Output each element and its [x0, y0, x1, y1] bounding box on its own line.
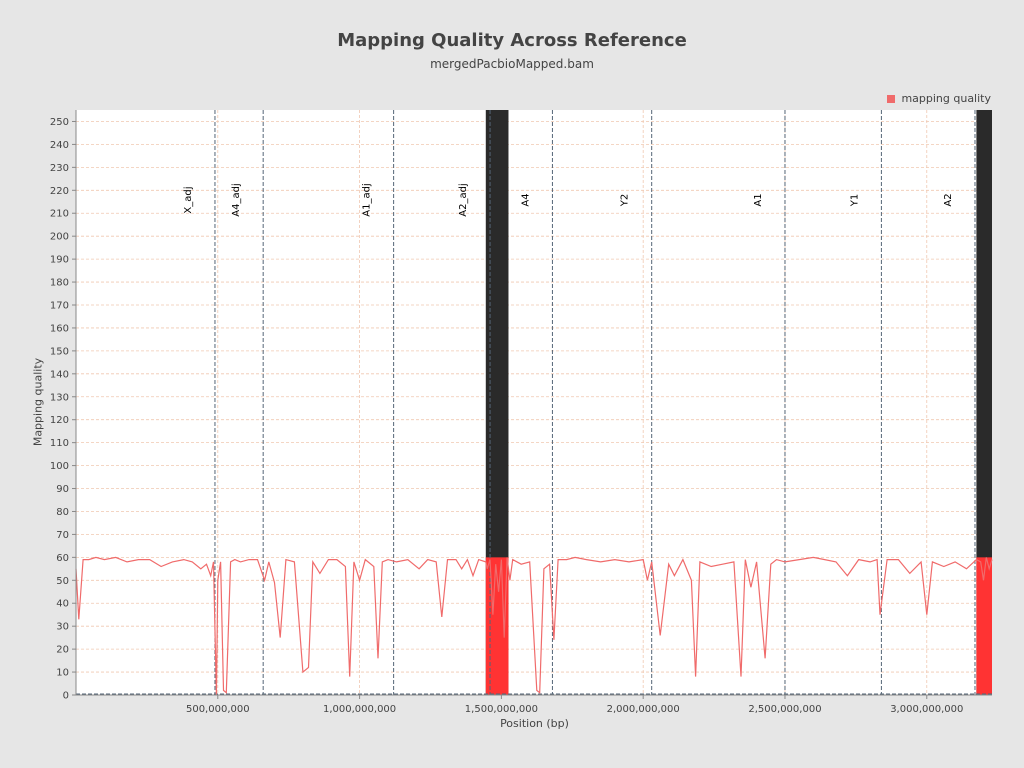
- x-tick-label: 2,500,000,000: [748, 704, 821, 715]
- boundary-label: A4: [520, 193, 531, 206]
- y-tick-label: 100: [50, 461, 69, 472]
- boundary-label: Y1: [849, 194, 860, 207]
- boundary-label: A1_adj: [362, 183, 373, 216]
- boundary-label: A2: [943, 193, 954, 206]
- chart-subtitle: mergedPacbioMapped.bam: [430, 57, 594, 71]
- dense-boundary-band: [976, 110, 992, 695]
- x-tick-label: 500,000,000: [186, 704, 250, 715]
- legend: mapping quality: [887, 92, 991, 105]
- y-tick-label: 240: [50, 140, 69, 151]
- y-tick-label: 130: [50, 392, 69, 403]
- y-tick-label: 220: [50, 186, 69, 197]
- y-tick-label: 60: [56, 553, 69, 564]
- boundary-label: X_adj: [183, 186, 194, 213]
- y-tick-label: 70: [56, 530, 69, 541]
- boundary-label: A1: [753, 193, 764, 206]
- y-tick-label: 160: [50, 323, 69, 334]
- y-tick-label: 210: [50, 209, 69, 220]
- dense-quality-fill: [976, 557, 992, 695]
- y-tick-label: 30: [56, 622, 69, 633]
- boundary-label: A2_adj: [458, 183, 469, 216]
- y-tick-label: 250: [50, 117, 69, 128]
- series-line-mapping-quality: [75, 556, 993, 696]
- legend-swatch: [887, 94, 896, 103]
- y-tick-label: 140: [50, 369, 69, 380]
- y-tick-label: 20: [56, 645, 69, 656]
- x-tick-label: 2,000,000,000: [607, 704, 680, 715]
- y-tick-label: 190: [50, 255, 69, 266]
- y-tick-label: 10: [56, 668, 69, 679]
- y-tick-label: 50: [56, 576, 69, 587]
- boundary-label: A4_adj: [231, 183, 242, 216]
- y-tick-label: 90: [56, 484, 69, 495]
- x-tick-label: 3,000,000,000: [890, 704, 963, 715]
- chart-title: Mapping Quality Across Reference: [337, 30, 687, 51]
- y-tick-label: 180: [50, 278, 69, 289]
- y-tick-label: 200: [50, 232, 69, 243]
- legend-label: mapping quality: [901, 92, 991, 105]
- y-tick-label: 120: [50, 415, 69, 426]
- y-tick-label: 40: [56, 599, 69, 610]
- y-tick-label: 230: [50, 163, 69, 174]
- dense-boundary-band: [485, 110, 509, 695]
- x-axis-label: Position (bp): [500, 717, 569, 730]
- x-tick-label: 1,500,000,000: [465, 704, 538, 715]
- x-tick-label: 1,000,000,000: [323, 704, 396, 715]
- plot-background: [76, 110, 992, 695]
- y-tick-label: 170: [50, 301, 69, 312]
- y-tick-label: 110: [50, 438, 69, 449]
- y-tick-label: 80: [56, 507, 69, 518]
- boundary-label: Y2: [620, 194, 631, 207]
- y-tick-label: 0: [63, 691, 69, 702]
- y-tick-label: 150: [50, 346, 69, 357]
